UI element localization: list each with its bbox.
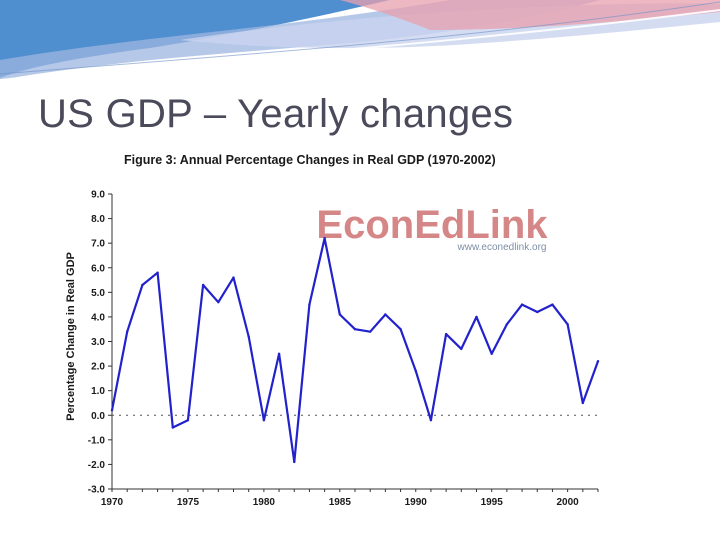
data-point xyxy=(353,328,357,331)
gdp-chart: EconEdLink www.econedlink.org Figure 3: A… xyxy=(62,150,602,520)
data-point xyxy=(201,283,205,287)
x-tick-label: 1995 xyxy=(481,497,504,508)
y-tick-label: 7.0 xyxy=(91,239,105,250)
y-tick-label: 1.0 xyxy=(91,386,105,397)
data-point xyxy=(323,237,326,240)
x-tick-label: 1985 xyxy=(329,497,352,508)
watermark-url: www.econedlink.org xyxy=(457,242,547,253)
y-tick-label: 2.0 xyxy=(91,362,105,373)
data-point xyxy=(293,460,296,464)
x-tick-label: 1975 xyxy=(177,497,200,508)
data-point xyxy=(338,313,342,316)
data-point xyxy=(444,332,448,336)
x-tick-label: 2000 xyxy=(557,497,580,508)
data-point xyxy=(581,401,585,405)
data-point xyxy=(368,330,372,333)
chart-title: Figure 3: Annual Percentage Changes in R… xyxy=(124,153,496,167)
series-line-0 xyxy=(110,237,600,464)
x-tick-label: 1980 xyxy=(253,497,276,508)
data-point xyxy=(277,352,281,355)
slide-title: US GDP – Yearly changes xyxy=(38,92,514,136)
x-tick-label: 1970 xyxy=(101,497,124,508)
y-tick-label: 6.0 xyxy=(91,263,105,274)
data-point xyxy=(308,303,311,306)
data-point xyxy=(566,323,569,326)
data-point xyxy=(171,426,174,429)
watermark-brand: EconEdLink xyxy=(316,203,548,247)
data-point xyxy=(414,369,417,373)
y-tick-label: 3.0 xyxy=(91,337,105,348)
y-ticks: 9.0 8.0 7.0 6.0 5.0 4.0 3.0 2.0 1.0 0.0 -1.0 -2.0 -3… xyxy=(88,190,112,496)
data-point xyxy=(110,409,114,412)
data-point xyxy=(596,359,600,363)
data-point xyxy=(125,330,129,333)
y-tick-label: -1.0 xyxy=(88,435,106,446)
data-point xyxy=(536,310,539,314)
data-point xyxy=(490,352,493,355)
data-point xyxy=(232,276,235,279)
data-point xyxy=(505,323,509,326)
data-point xyxy=(399,328,402,331)
data-point xyxy=(141,283,144,287)
header-decoration xyxy=(0,0,720,81)
data-point xyxy=(262,418,266,422)
data-point xyxy=(551,303,554,306)
data-point xyxy=(186,418,190,422)
y-tick-label: 5.0 xyxy=(91,288,105,299)
data-point xyxy=(247,335,250,338)
x-tick-label: 1990 xyxy=(405,497,428,508)
data-point xyxy=(156,271,159,274)
y-tick-label: -3.0 xyxy=(88,485,106,496)
y-tick-label: 4.0 xyxy=(91,312,105,323)
y-tick-label: -2.0 xyxy=(88,460,106,471)
x-ticks: 1970 1975 1980 1985 1990 1995 2000 xyxy=(101,489,599,508)
y-axis-label: Percentage Change in Real GDP xyxy=(65,252,77,421)
y-tick-label: 0.0 xyxy=(91,411,105,422)
data-point xyxy=(384,313,387,316)
series xyxy=(110,237,600,464)
data-point xyxy=(475,315,478,319)
data-point xyxy=(217,300,220,304)
y-tick-label: 9.0 xyxy=(91,190,105,201)
y-tick-label: 8.0 xyxy=(91,214,105,225)
data-point xyxy=(520,303,524,306)
data-point xyxy=(460,347,463,351)
data-point xyxy=(429,418,433,422)
